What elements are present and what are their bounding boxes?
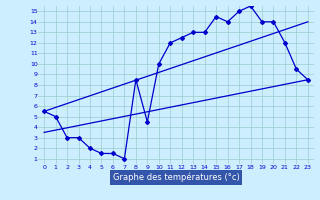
X-axis label: Graphe des températures (°c): Graphe des températures (°c): [113, 172, 239, 182]
